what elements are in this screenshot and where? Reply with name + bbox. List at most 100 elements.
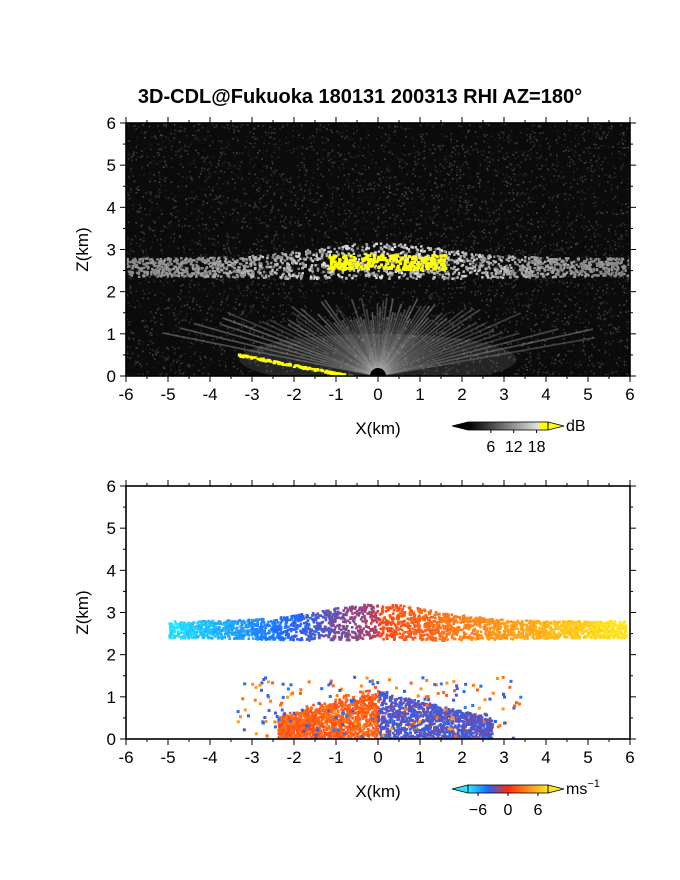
noise-pixel [433, 124, 435, 127]
noise-pixel [226, 145, 228, 148]
noise-pixel [410, 325, 412, 328]
noise-pixel [529, 311, 531, 314]
noise-pixel [172, 240, 175, 243]
noise-pixel [358, 146, 361, 148]
noise-pixel [582, 219, 584, 222]
noise-pixel [301, 314, 304, 317]
noise-pixel [572, 185, 575, 188]
noise-pixel [548, 291, 551, 293]
noise-pixel [488, 345, 491, 348]
noise-pixel [183, 149, 186, 152]
noise-pixel [404, 208, 406, 211]
noise-pixel [405, 135, 407, 138]
noise-pixel [168, 245, 170, 248]
noise-pixel [572, 196, 575, 199]
noise-pixel [425, 132, 428, 135]
noise-pixel [151, 349, 154, 352]
noise-pixel [218, 196, 221, 198]
noise-pixel [345, 353, 348, 355]
noise-pixel [468, 218, 470, 220]
noise-pixel [300, 282, 303, 285]
noise-pixel [535, 177, 538, 180]
noise-pixel [407, 187, 410, 190]
noise-pixel [464, 306, 467, 308]
noise-pixel [554, 358, 557, 361]
noise-pixel [381, 206, 383, 209]
noise-pixel [140, 273, 143, 276]
noise-pixel [565, 204, 567, 207]
noise-pixel [502, 154, 504, 157]
noise-pixel [239, 205, 242, 207]
noise-pixel [180, 162, 183, 165]
noise-pixel [144, 319, 147, 322]
noise-pixel [261, 301, 263, 303]
noise-pixel [522, 181, 525, 184]
noise-pixel [170, 149, 173, 151]
noise-pixel [439, 359, 442, 362]
noise-pixel [431, 194, 433, 197]
noise-pixel [467, 167, 470, 169]
noise-pixel [344, 161, 346, 164]
noise-pixel [412, 211, 415, 213]
noise-pixel [610, 224, 612, 226]
noise-pixel [435, 207, 438, 209]
noise-pixel [623, 291, 626, 294]
noise-pixel [309, 265, 311, 268]
noise-pixel [617, 188, 619, 191]
noise-pixel [232, 151, 235, 154]
noise-pixel [298, 288, 301, 291]
noise-pixel [221, 140, 223, 143]
noise-pixel [226, 124, 229, 126]
noise-pixel [317, 241, 319, 244]
noise-pixel [471, 204, 474, 206]
noise-pixel [225, 298, 228, 301]
noise-pixel [281, 126, 284, 128]
noise-pixel [180, 185, 182, 188]
noise-pixel [504, 158, 507, 161]
noise-pixel [556, 242, 559, 244]
noise-pixel [130, 278, 133, 280]
noise-pixel [430, 225, 432, 228]
noise-pixel [263, 284, 266, 286]
noise-pixel [529, 368, 532, 370]
noise-pixel [570, 281, 573, 284]
noise-pixel [236, 367, 239, 370]
noise-pixel [448, 165, 451, 168]
noise-pixel [515, 193, 518, 196]
noise-pixel [381, 307, 384, 310]
noise-pixel [199, 211, 202, 213]
noise-pixel [627, 321, 629, 324]
noise-pixel [342, 223, 344, 225]
noise-pixel [599, 315, 602, 318]
noise-pixel [479, 164, 482, 167]
noise-pixel [363, 314, 366, 317]
noise-pixel [619, 360, 622, 362]
noise-pixel [457, 165, 459, 168]
noise-pixel [527, 357, 529, 360]
noise-pixel [128, 248, 131, 251]
noise-pixel [202, 150, 204, 152]
noise-pixel [323, 371, 325, 374]
noise-pixel [240, 330, 243, 333]
noise-pixel [383, 191, 385, 194]
noise-pixel [594, 126, 597, 129]
noise-pixel [614, 314, 617, 317]
noise-pixel [185, 198, 187, 201]
noise-pixel [223, 248, 225, 251]
noise-pixel [316, 163, 319, 166]
noise-pixel [554, 259, 556, 262]
noise-pixel [557, 266, 560, 268]
noise-pixel [226, 235, 228, 237]
noise-pixel [171, 304, 174, 306]
noise-pixel [302, 157, 305, 160]
noise-pixel [459, 200, 461, 203]
noise-pixel [481, 201, 484, 203]
noise-pixel [517, 341, 519, 344]
noise-pixel [564, 313, 567, 315]
noise-pixel [257, 311, 259, 314]
noise-pixel [412, 173, 414, 175]
noise-pixel [277, 288, 280, 290]
noise-pixel [603, 352, 606, 355]
noise-pixel [483, 232, 486, 234]
